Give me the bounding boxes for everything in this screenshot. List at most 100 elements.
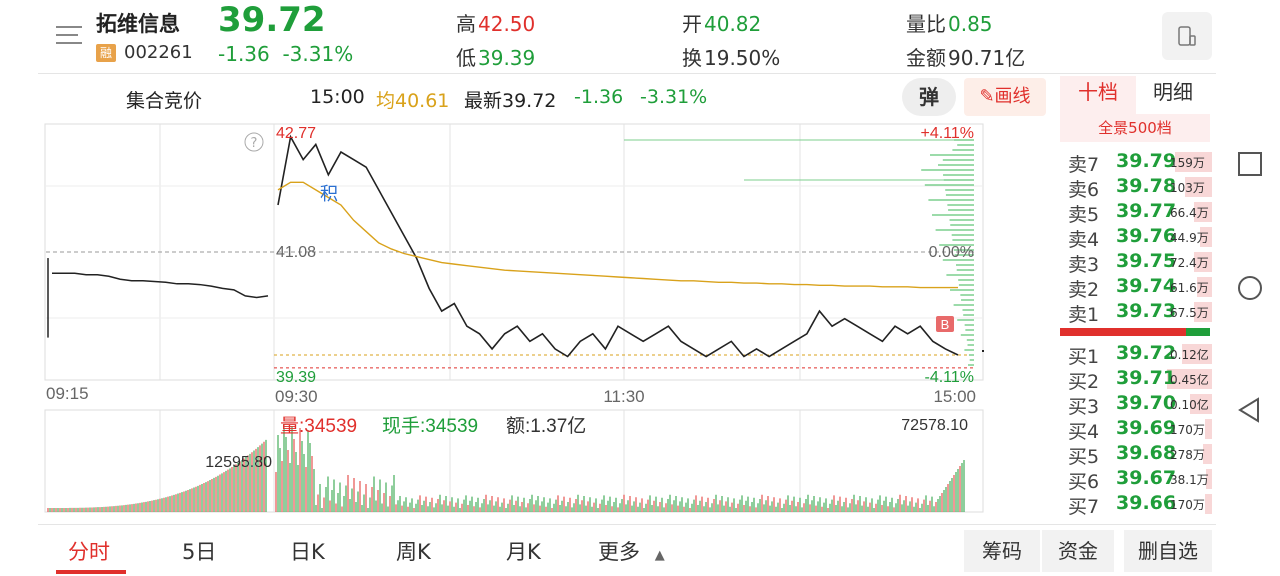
help-icon [244, 132, 264, 152]
draw-line-button[interactable]: ✎画线 [964, 78, 1046, 116]
level-price: 39.78 [1116, 175, 1177, 197]
depth-bar [1194, 302, 1212, 322]
ask-row[interactable]: 卖2 39.74 61.6万 [1062, 275, 1212, 301]
level-price: 39.76 [1116, 225, 1177, 247]
tab-daily-k[interactable]: 日K [290, 540, 325, 564]
volume-label: 量:34539 [280, 416, 357, 437]
turnover-label: 换 [682, 46, 702, 70]
level-price: 39.69 [1116, 417, 1177, 439]
turnover-value: 19.50% [704, 46, 781, 70]
tab-5day[interactable]: 5日 [182, 540, 217, 564]
depth-bar [1182, 344, 1212, 364]
amount-stat: 金额 90.71亿 [906, 42, 1025, 71]
full-depth-button[interactable]: 全景500档 [1060, 114, 1210, 142]
info-change-pct: -3.31% [640, 86, 708, 108]
level-volume: 67.5万 [1170, 306, 1209, 320]
depth-bar [1189, 394, 1212, 414]
open-stat: 开 40.82 [682, 8, 761, 37]
level-volume: 0.10亿 [1170, 398, 1209, 412]
level-label: 卖6 [1068, 179, 1100, 201]
caret-up-icon: ▲ [654, 548, 665, 563]
level-price: 39.74 [1116, 275, 1177, 297]
change-pct: -3.31% [282, 42, 354, 66]
intraday-chart[interactable]: B 积? 42.77 41.08 39.39 +4.11% 0.00% -4.11% 09:15… [44, 120, 984, 520]
level-price: 39.70 [1116, 392, 1177, 414]
draw-line-label: 画线 [994, 86, 1031, 107]
recent-apps-icon[interactable] [1236, 150, 1264, 178]
tab-monthly-k[interactable]: 月K [506, 540, 541, 564]
level-price: 39.71 [1116, 367, 1177, 389]
tab-weekly-k[interactable]: 周K [396, 540, 431, 564]
level-label: 买6 [1068, 471, 1100, 493]
low-stat: 低 39.39 [456, 42, 535, 71]
bid-row[interactable]: 买5 39.68 278万 [1062, 442, 1212, 468]
x-label-0915: 09:15 [46, 384, 89, 403]
orderbook[interactable]: 卖7 39.79 159万卖6 39.78 103万卖5 39.77 66.4万 卖4 39.7… [1060, 142, 1212, 524]
price-series-line [277, 134, 959, 358]
ask-row[interactable]: 卖3 39.75 72.4万 [1062, 250, 1212, 276]
stock-name[interactable]: 拓维信息 [96, 12, 180, 36]
level-volume: 103万 [1170, 181, 1205, 195]
current-hand-label: 现手:34539 [382, 415, 478, 437]
tab-more[interactable]: 更多 ▲ [598, 536, 665, 566]
tab-intraday[interactable]: 分时 [68, 540, 110, 564]
back-icon[interactable] [1236, 396, 1264, 424]
home-icon[interactable] [1236, 274, 1264, 302]
bid-row[interactable]: 买2 39.71 0.45亿 [1062, 367, 1212, 393]
last-price: 39.72 [218, 0, 326, 40]
tab-detail[interactable]: 明细 [1153, 80, 1193, 104]
pct-bottom-label: -4.11% [924, 369, 974, 386]
level-price: 39.73 [1116, 300, 1177, 322]
device-switch-button[interactable] [1162, 12, 1212, 60]
bid-row[interactable]: 买4 39.69 170万 [1062, 417, 1212, 443]
change-value: -1.36 [218, 42, 270, 66]
ask-row[interactable]: 卖5 39.77 66.4万 [1062, 200, 1212, 226]
y-top-label: 42.77 [276, 125, 316, 142]
level-volume: 170万 [1170, 498, 1205, 512]
remove-favorite-button[interactable]: 删自选 [1124, 530, 1212, 572]
bid-row[interactable]: 买7 39.66 170万 [1062, 492, 1212, 518]
level-label: 卖2 [1068, 279, 1100, 301]
y-bottom-label: 39.39 [276, 369, 316, 386]
ask-row[interactable]: 卖1 39.73 67.5万 [1062, 300, 1212, 326]
ask-row[interactable]: 卖4 39.76 44.9万 [1062, 225, 1212, 251]
depth-bar [1200, 227, 1212, 247]
buy-marker-badge [936, 316, 954, 332]
pencil-icon: ✎ [979, 86, 995, 107]
latest-price: 最新39.72 [464, 90, 557, 112]
header-divider [38, 73, 1216, 74]
volume-max-label: 72578.10 [901, 417, 968, 434]
popup-button-label: 弹 [919, 85, 939, 109]
volume-ratio-label: 量比 [906, 12, 946, 36]
menu-icon[interactable] [56, 22, 82, 48]
chips-button[interactable]: 筹码 [964, 530, 1040, 572]
level-price: 39.77 [1116, 200, 1177, 222]
buy-marker: B [941, 317, 950, 332]
depth-bar [1203, 444, 1212, 464]
level-price: 39.75 [1116, 250, 1177, 272]
bid-row[interactable]: 买1 39.72 0.12亿 [1062, 342, 1212, 368]
depth-bar [1194, 252, 1212, 272]
open-label: 开 [682, 12, 702, 36]
time-label: 15:00 [310, 86, 365, 108]
ask-row[interactable]: 卖6 39.78 103万 [1062, 175, 1212, 201]
help-icon-glyph: ? [251, 136, 258, 151]
note-marker: 积 [320, 184, 338, 204]
level-label: 卖1 [1068, 304, 1100, 326]
avg-price: 均40.61 [376, 90, 450, 112]
depth-bar [1204, 419, 1212, 439]
level-label: 买4 [1068, 421, 1100, 443]
bid-row[interactable]: 买6 39.67 38.1万 [1062, 467, 1212, 493]
turnover-stat: 换 19.50% [682, 42, 780, 71]
ask-row[interactable]: 卖7 39.79 159万 [1062, 150, 1212, 176]
active-tab-indicator [56, 570, 126, 574]
popup-button[interactable]: 弹 [902, 78, 956, 116]
tab-ten-levels[interactable]: 十档 [1060, 76, 1136, 114]
pct-top-label: +4.11% [920, 125, 974, 142]
funds-button[interactable]: 资金 [1042, 530, 1114, 572]
level-volume: 170万 [1170, 423, 1205, 437]
bid-row[interactable]: 买3 39.70 0.10亿 [1062, 392, 1212, 418]
amount-label: 金额 [906, 46, 946, 70]
level-label: 买3 [1068, 396, 1100, 418]
level-price: 39.72 [1116, 342, 1177, 364]
